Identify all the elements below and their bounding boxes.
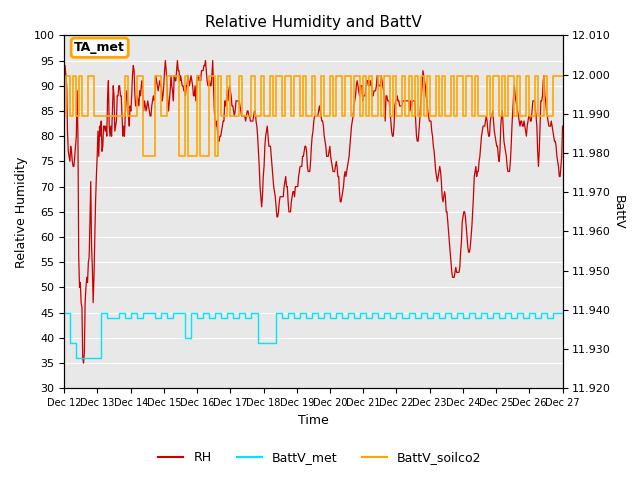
Y-axis label: Relative Humidity: Relative Humidity: [15, 156, 28, 267]
Y-axis label: BattV: BattV: [612, 194, 625, 229]
Title: Relative Humidity and BattV: Relative Humidity and BattV: [205, 15, 422, 30]
Text: TA_met: TA_met: [74, 41, 125, 54]
X-axis label: Time: Time: [298, 414, 329, 427]
Legend: RH, BattV_met, BattV_soilco2: RH, BattV_met, BattV_soilco2: [154, 446, 486, 469]
